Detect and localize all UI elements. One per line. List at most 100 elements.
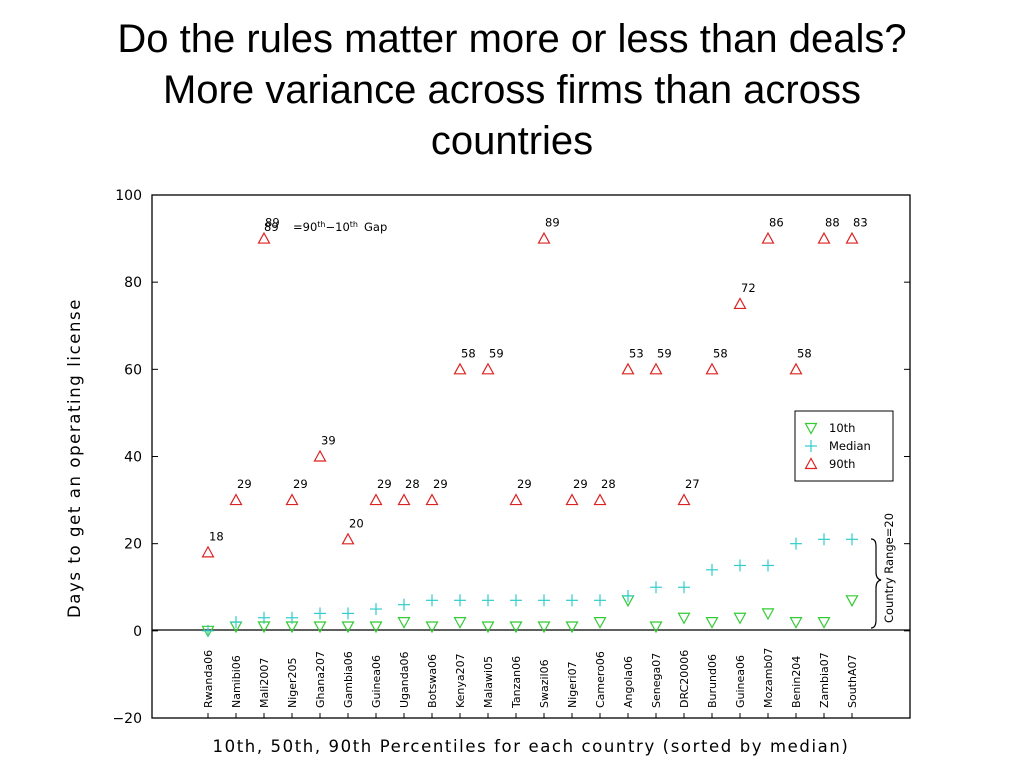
marker-median <box>762 559 774 572</box>
marker-10th <box>453 617 467 629</box>
point-label: 89 <box>265 216 280 230</box>
point-label: 59 <box>489 346 504 360</box>
marker-median <box>678 581 690 594</box>
legend-label: 10th <box>829 421 855 435</box>
legend-marker-median <box>805 440 817 452</box>
marker-median <box>538 594 550 607</box>
point-label: 39 <box>321 434 336 448</box>
y-tick-label: 80 <box>124 275 142 291</box>
marker-median <box>398 598 410 611</box>
marker-10th <box>341 621 355 634</box>
legend-label: Median <box>829 439 871 453</box>
marker-median <box>258 611 270 624</box>
y-tick-label: 0 <box>133 624 142 640</box>
slide-title: Do the rules matter more or less than de… <box>0 14 1024 167</box>
x-tick-label: Guinea06 <box>734 655 747 708</box>
point-label: 86 <box>769 216 784 230</box>
point-label: 27 <box>685 477 700 491</box>
x-tick-label: Swazil06 <box>538 659 551 708</box>
marker-90th <box>397 493 411 506</box>
marker-10th <box>425 621 439 634</box>
x-tick-label: Niger205 <box>286 657 299 708</box>
x-tick-label: Ghana207 <box>314 651 327 708</box>
marker-90th <box>229 493 243 506</box>
marker-median <box>510 594 522 607</box>
x-tick-label: Kenya207 <box>454 653 467 708</box>
marker-10th <box>845 595 859 608</box>
marker-median <box>706 563 718 576</box>
marker-90th <box>341 532 355 545</box>
x-tick-label: Nigeri07 <box>566 661 579 708</box>
marker-10th <box>761 608 775 621</box>
x-tick-label: Angola06 <box>622 656 635 708</box>
marker-median <box>482 594 494 607</box>
marker-10th <box>481 621 495 634</box>
point-label: 58 <box>713 346 728 360</box>
marker-90th <box>593 493 607 506</box>
marker-10th <box>817 617 831 629</box>
range-bracket: Country Range=20 <box>870 513 896 629</box>
marker-10th <box>593 617 607 629</box>
marker-90th <box>425 493 439 506</box>
marker-90th <box>845 231 859 244</box>
point-label: 58 <box>797 346 812 360</box>
marker-10th <box>313 621 327 634</box>
marker-90th <box>313 449 327 462</box>
y-tick-label: 40 <box>124 450 142 466</box>
marker-90th <box>509 493 523 506</box>
marker-median <box>594 594 606 607</box>
y-tick-label: 100 <box>115 188 142 204</box>
marker-90th <box>649 362 663 375</box>
y-axis-label: Days to get an operating license <box>65 298 84 618</box>
point-label: 89 <box>545 216 560 230</box>
gap-number: 89 <box>264 220 279 234</box>
marker-median <box>454 594 466 607</box>
y-tick-label: −20 <box>112 711 142 727</box>
marker-10th <box>537 621 551 634</box>
marker-90th <box>201 545 215 558</box>
marker-10th <box>369 621 383 634</box>
point-label: 72 <box>741 281 756 295</box>
point-label: 29 <box>517 477 532 491</box>
marker-90th <box>621 362 635 375</box>
gap-formula: =90th−10th Gap <box>293 220 387 234</box>
marker-90th <box>565 493 579 506</box>
marker-10th <box>789 617 803 629</box>
marker-median <box>650 581 662 594</box>
x-tick-label: Uganda06 <box>398 652 411 708</box>
x-tick-label: Zambia07 <box>818 652 831 708</box>
point-label: 18 <box>209 529 224 543</box>
range-brace <box>870 538 882 629</box>
title-line-1: Do the rules matter more or less than de… <box>117 17 907 61</box>
x-tick-label: Burund06 <box>706 654 719 708</box>
point-label: 20 <box>349 516 364 530</box>
gap-sup-2: th <box>350 220 358 229</box>
x-tick-label: Tanzan06 <box>510 656 523 709</box>
x-tick-label: Mozamb07 <box>762 648 775 708</box>
marker-median <box>622 589 634 602</box>
marker-median <box>426 594 438 607</box>
x-tick-label: Namibi06 <box>230 655 243 708</box>
x-tick-label: Gambia06 <box>342 651 355 708</box>
x-tick-label: Camero06 <box>594 651 607 708</box>
marker-median <box>790 537 802 550</box>
range-label: Country Range=20 <box>882 513 896 623</box>
x-tick-label: Rwanda06 <box>202 650 215 708</box>
marker-90th <box>677 493 691 506</box>
x-axis-label: 10th, 50th, 90th Percentiles for each co… <box>213 737 850 756</box>
x-tick-label: Botswa06 <box>426 654 439 708</box>
marker-10th <box>509 621 523 634</box>
marker-10th <box>705 617 719 629</box>
x-tick-label: Guinea06 <box>370 655 383 708</box>
y-tick-label: 60 <box>124 362 142 378</box>
marker-90th <box>369 493 383 506</box>
point-label: 29 <box>293 477 308 491</box>
gap-word: Gap <box>364 220 387 234</box>
marker-10th <box>677 612 691 625</box>
x-tick-label: SouthA07 <box>846 655 859 709</box>
point-label: 88 <box>825 216 840 230</box>
marker-median <box>566 594 578 607</box>
marker-median <box>202 624 214 637</box>
marker-median <box>342 607 354 620</box>
